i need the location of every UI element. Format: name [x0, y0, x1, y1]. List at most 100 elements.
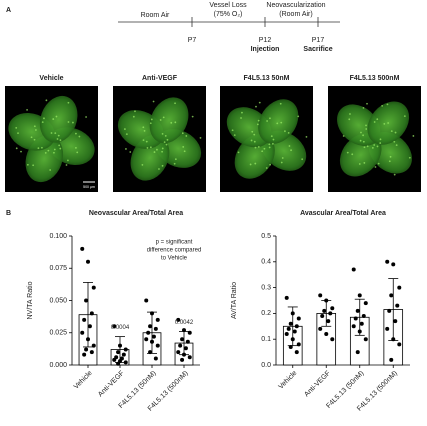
data-point: [86, 259, 90, 264]
speckle: [231, 129, 234, 132]
speckle: [268, 143, 271, 146]
speckle: [241, 111, 243, 114]
speckle: [134, 110, 136, 113]
speckle: [287, 131, 290, 134]
speckle: [125, 133, 128, 136]
data-point: [176, 350, 181, 355]
speckle: [280, 121, 283, 124]
speckle: [253, 140, 256, 143]
speckle: [146, 147, 149, 149]
speckle: [280, 161, 283, 164]
speckle: [15, 126, 18, 129]
speckle: [251, 130, 254, 133]
data-point: [351, 324, 356, 329]
speckle: [266, 120, 269, 122]
p-value: 0.0042: [175, 320, 194, 326]
data-point: [397, 285, 402, 290]
y-tick-label: 0.4: [261, 259, 271, 266]
petal: [234, 134, 275, 179]
speckle: [393, 140, 396, 143]
retina-petal: [234, 134, 275, 179]
data-point: [324, 332, 329, 337]
data-point: [112, 324, 117, 329]
speckle: [142, 126, 145, 129]
speckle: [381, 104, 384, 107]
speckle: [26, 163, 29, 166]
speckle: [162, 116, 165, 119]
speckle: [26, 108, 28, 111]
data-point: [385, 326, 390, 331]
speckle: [149, 146, 152, 149]
note: difference compared: [147, 248, 202, 254]
data-point: [357, 293, 362, 298]
speckle: [59, 147, 62, 150]
data-point: [150, 311, 154, 316]
speckle: [276, 122, 279, 125]
speckle: [257, 119, 260, 122]
speckle: [393, 173, 396, 176]
speckle: [35, 129, 37, 131]
data-point: [322, 308, 327, 313]
speckle: [191, 115, 194, 118]
speckle: [41, 121, 44, 124]
y-tick-label: 0.0: [261, 362, 271, 369]
chart-title: Avascular Area/Total Area: [300, 210, 386, 217]
speckle: [403, 115, 406, 118]
data-point: [387, 308, 392, 313]
speckle: [376, 118, 379, 121]
speckle: [20, 150, 22, 153]
petal: [149, 97, 189, 144]
data-point: [112, 357, 117, 362]
speckle: [78, 135, 81, 138]
data-point: [146, 330, 151, 335]
data-point: [87, 324, 92, 329]
data-point: [357, 329, 362, 334]
speckle: [158, 168, 160, 170]
speckle: [388, 160, 391, 163]
data-point: [144, 298, 149, 303]
phase: Neovascularization: [266, 2, 325, 9]
speckle: [161, 147, 164, 150]
speckle: [288, 145, 291, 147]
speckle: [261, 150, 264, 153]
speckle: [47, 149, 50, 152]
speckle: [174, 121, 177, 124]
data-point: [153, 326, 158, 331]
petal: [39, 95, 78, 143]
data-point: [397, 342, 402, 347]
data-point: [82, 317, 87, 322]
speckle: [237, 151, 240, 154]
speckle: [386, 103, 389, 106]
speckle: [156, 148, 158, 151]
speckle: [43, 117, 45, 120]
speckle: [161, 164, 164, 167]
data-point: [355, 308, 360, 313]
data-point: [294, 350, 299, 355]
speckle: [249, 163, 252, 166]
speckle: [265, 167, 268, 169]
speckle: [360, 131, 362, 134]
speckle: [76, 151, 79, 154]
data-point: [353, 316, 358, 321]
speckle: [153, 151, 156, 153]
data-point: [121, 352, 126, 357]
speckle: [279, 102, 282, 105]
data-point: [393, 319, 398, 324]
speckle: [268, 146, 271, 149]
data-point: [86, 337, 90, 342]
speckle: [365, 124, 367, 127]
petal: [226, 107, 272, 148]
speckle: [362, 140, 365, 143]
speckle: [152, 100, 155, 103]
speckle: [67, 159, 69, 162]
image-title: Vehicle: [39, 75, 63, 82]
speckle: [58, 144, 61, 147]
data-point: [288, 344, 293, 349]
speckle: [125, 148, 127, 150]
speckle: [365, 128, 368, 130]
speckle: [53, 148, 56, 151]
data-point: [91, 285, 96, 290]
speckle: [395, 144, 398, 147]
speckle: [412, 135, 415, 137]
